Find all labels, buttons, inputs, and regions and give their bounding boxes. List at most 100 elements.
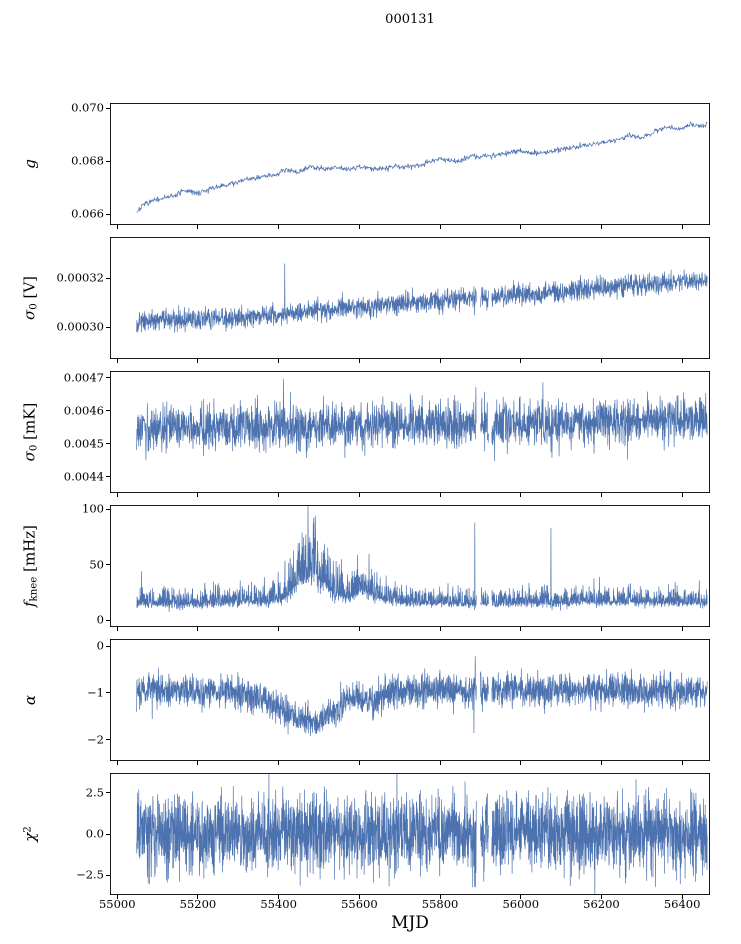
y-axis-label-fknee: fknee [mHz]	[21, 525, 40, 607]
y-tick-label: 0.0047	[63, 369, 104, 384]
series-canvas-sigma0-v	[110, 237, 710, 359]
y-axis-label-sigma0-v: σ0 [V]	[21, 276, 40, 320]
x-tick-mark	[116, 225, 118, 229]
x-tick-mark	[197, 359, 199, 363]
x-tick-label: 55800	[421, 897, 459, 911]
x-tick-mark	[197, 225, 199, 229]
x-tick-mark	[681, 225, 683, 229]
y-axis-label-part: 0	[28, 444, 40, 452]
x-tick-label: 56200	[583, 897, 620, 911]
x-tick-mark	[278, 493, 280, 497]
y-tick-label: 100	[82, 501, 104, 516]
subplot-fknee: fknee [mHz] 0 50 100	[0, 501, 741, 631]
x-tick-mark	[439, 493, 441, 497]
subplot-sigma0-mk: σ0 [mK] 0.0044 0.0045 0.0046 0.0047	[0, 369, 741, 497]
y-tick-label: 0.070	[71, 100, 104, 115]
y-tick-label: −1	[87, 685, 104, 700]
y-tick-mark	[106, 476, 110, 477]
x-tick-mark	[278, 359, 280, 363]
x-tick-label: 55400	[260, 897, 297, 911]
series-canvas-sigma0-mk	[110, 371, 710, 493]
x-tick-mark	[358, 895, 360, 899]
y-axis-label-part: [mK]	[20, 402, 39, 445]
x-tick-mark	[520, 761, 522, 765]
y-axis-label-alpha: α	[21, 695, 39, 705]
x-tick-mark	[439, 627, 441, 631]
x-tick-mark	[116, 761, 118, 765]
y-tick-mark	[106, 692, 110, 694]
plot-area-chi2	[110, 773, 710, 895]
x-tick-mark	[681, 493, 683, 497]
y-tick-label: 0.0	[85, 826, 104, 841]
y-tick-mark	[106, 874, 110, 876]
x-tick-mark	[681, 627, 683, 631]
x-tick-mark	[681, 895, 683, 899]
y-tick-mark	[106, 410, 110, 412]
plot-area-g	[110, 103, 710, 225]
x-tick-mark	[358, 493, 360, 497]
y-tick-mark	[106, 160, 110, 162]
y-tick-label: −2.5	[76, 867, 104, 882]
x-tick-mark	[600, 225, 602, 229]
x-tick-mark	[520, 627, 522, 631]
subplot-g: g 0.066 0.068 0.070	[0, 100, 741, 229]
y-tick-label: 0	[96, 612, 104, 627]
series-canvas-chi2	[110, 773, 710, 895]
y-axis-label-part: 2	[22, 826, 34, 833]
x-tick-mark	[600, 493, 602, 497]
figure-title: 000131	[385, 12, 435, 27]
series-canvas-g	[110, 103, 710, 225]
y-axis-label-sigma0-mk: σ0 [mK]	[21, 403, 40, 462]
y-axis-label-part: [mHz]	[20, 524, 39, 577]
y-axis-label-part: [V]	[20, 275, 39, 304]
y-axis-label-part: α	[21, 694, 39, 706]
y-tick-label: 0.0044	[63, 468, 104, 483]
x-tick-mark	[358, 359, 360, 363]
x-tick-mark	[439, 225, 441, 229]
y-tick-label: 0	[96, 638, 104, 653]
x-tick-mark	[681, 359, 683, 363]
x-tick-mark	[197, 761, 199, 765]
y-tick-label: −2	[87, 732, 104, 747]
y-axis-label-part: σ	[20, 451, 39, 462]
y-tick-mark	[106, 619, 110, 621]
x-tick-mark	[439, 895, 441, 899]
y-tick-label: 0.068	[71, 153, 104, 168]
y-axis-label-part: χ	[21, 832, 39, 842]
x-tick-label: 55000	[98, 897, 136, 911]
x-tick-mark	[520, 359, 522, 363]
subplot-chi2: χ2 −2.5 0.0 2.5	[0, 773, 741, 899]
x-tick-mark	[681, 761, 683, 765]
y-tick-mark	[106, 277, 110, 279]
y-axis-label-part: f	[20, 601, 39, 608]
plot-area-alpha	[110, 639, 710, 761]
y-tick-label: 0.066	[71, 206, 104, 221]
x-tick-mark	[197, 627, 199, 631]
x-tick-mark	[278, 627, 280, 631]
y-tick-mark	[106, 645, 110, 647]
x-tick-mark	[116, 627, 118, 631]
x-tick-mark	[520, 493, 522, 497]
y-tick-mark	[106, 833, 110, 835]
y-tick-mark	[106, 739, 110, 741]
subplot-alpha: α −2 −1 0	[0, 638, 741, 765]
x-tick-mark	[600, 627, 602, 631]
x-tick-mark	[116, 493, 118, 497]
y-tick-mark	[106, 107, 110, 109]
plot-area-sigma0-v	[110, 237, 710, 359]
x-tick-mark	[358, 627, 360, 631]
x-tick-label: 55200	[179, 897, 217, 911]
y-axis-label-part: 0	[28, 303, 40, 310]
x-tick-label: 55600	[341, 897, 378, 911]
series-canvas-fknee	[110, 505, 710, 627]
x-tick-mark	[116, 359, 118, 363]
y-tick-mark	[106, 443, 110, 445]
y-tick-label: 0.00032	[56, 270, 104, 285]
y-axis-label-part: knee	[28, 576, 40, 602]
x-tick-mark	[600, 359, 602, 363]
y-axis-label-part: σ	[20, 309, 39, 321]
y-tick-label: 50	[89, 557, 104, 572]
y-axis-label-part: g	[21, 159, 39, 169]
y-tick-mark	[106, 377, 110, 379]
y-tick-label: 0.00030	[56, 319, 104, 334]
